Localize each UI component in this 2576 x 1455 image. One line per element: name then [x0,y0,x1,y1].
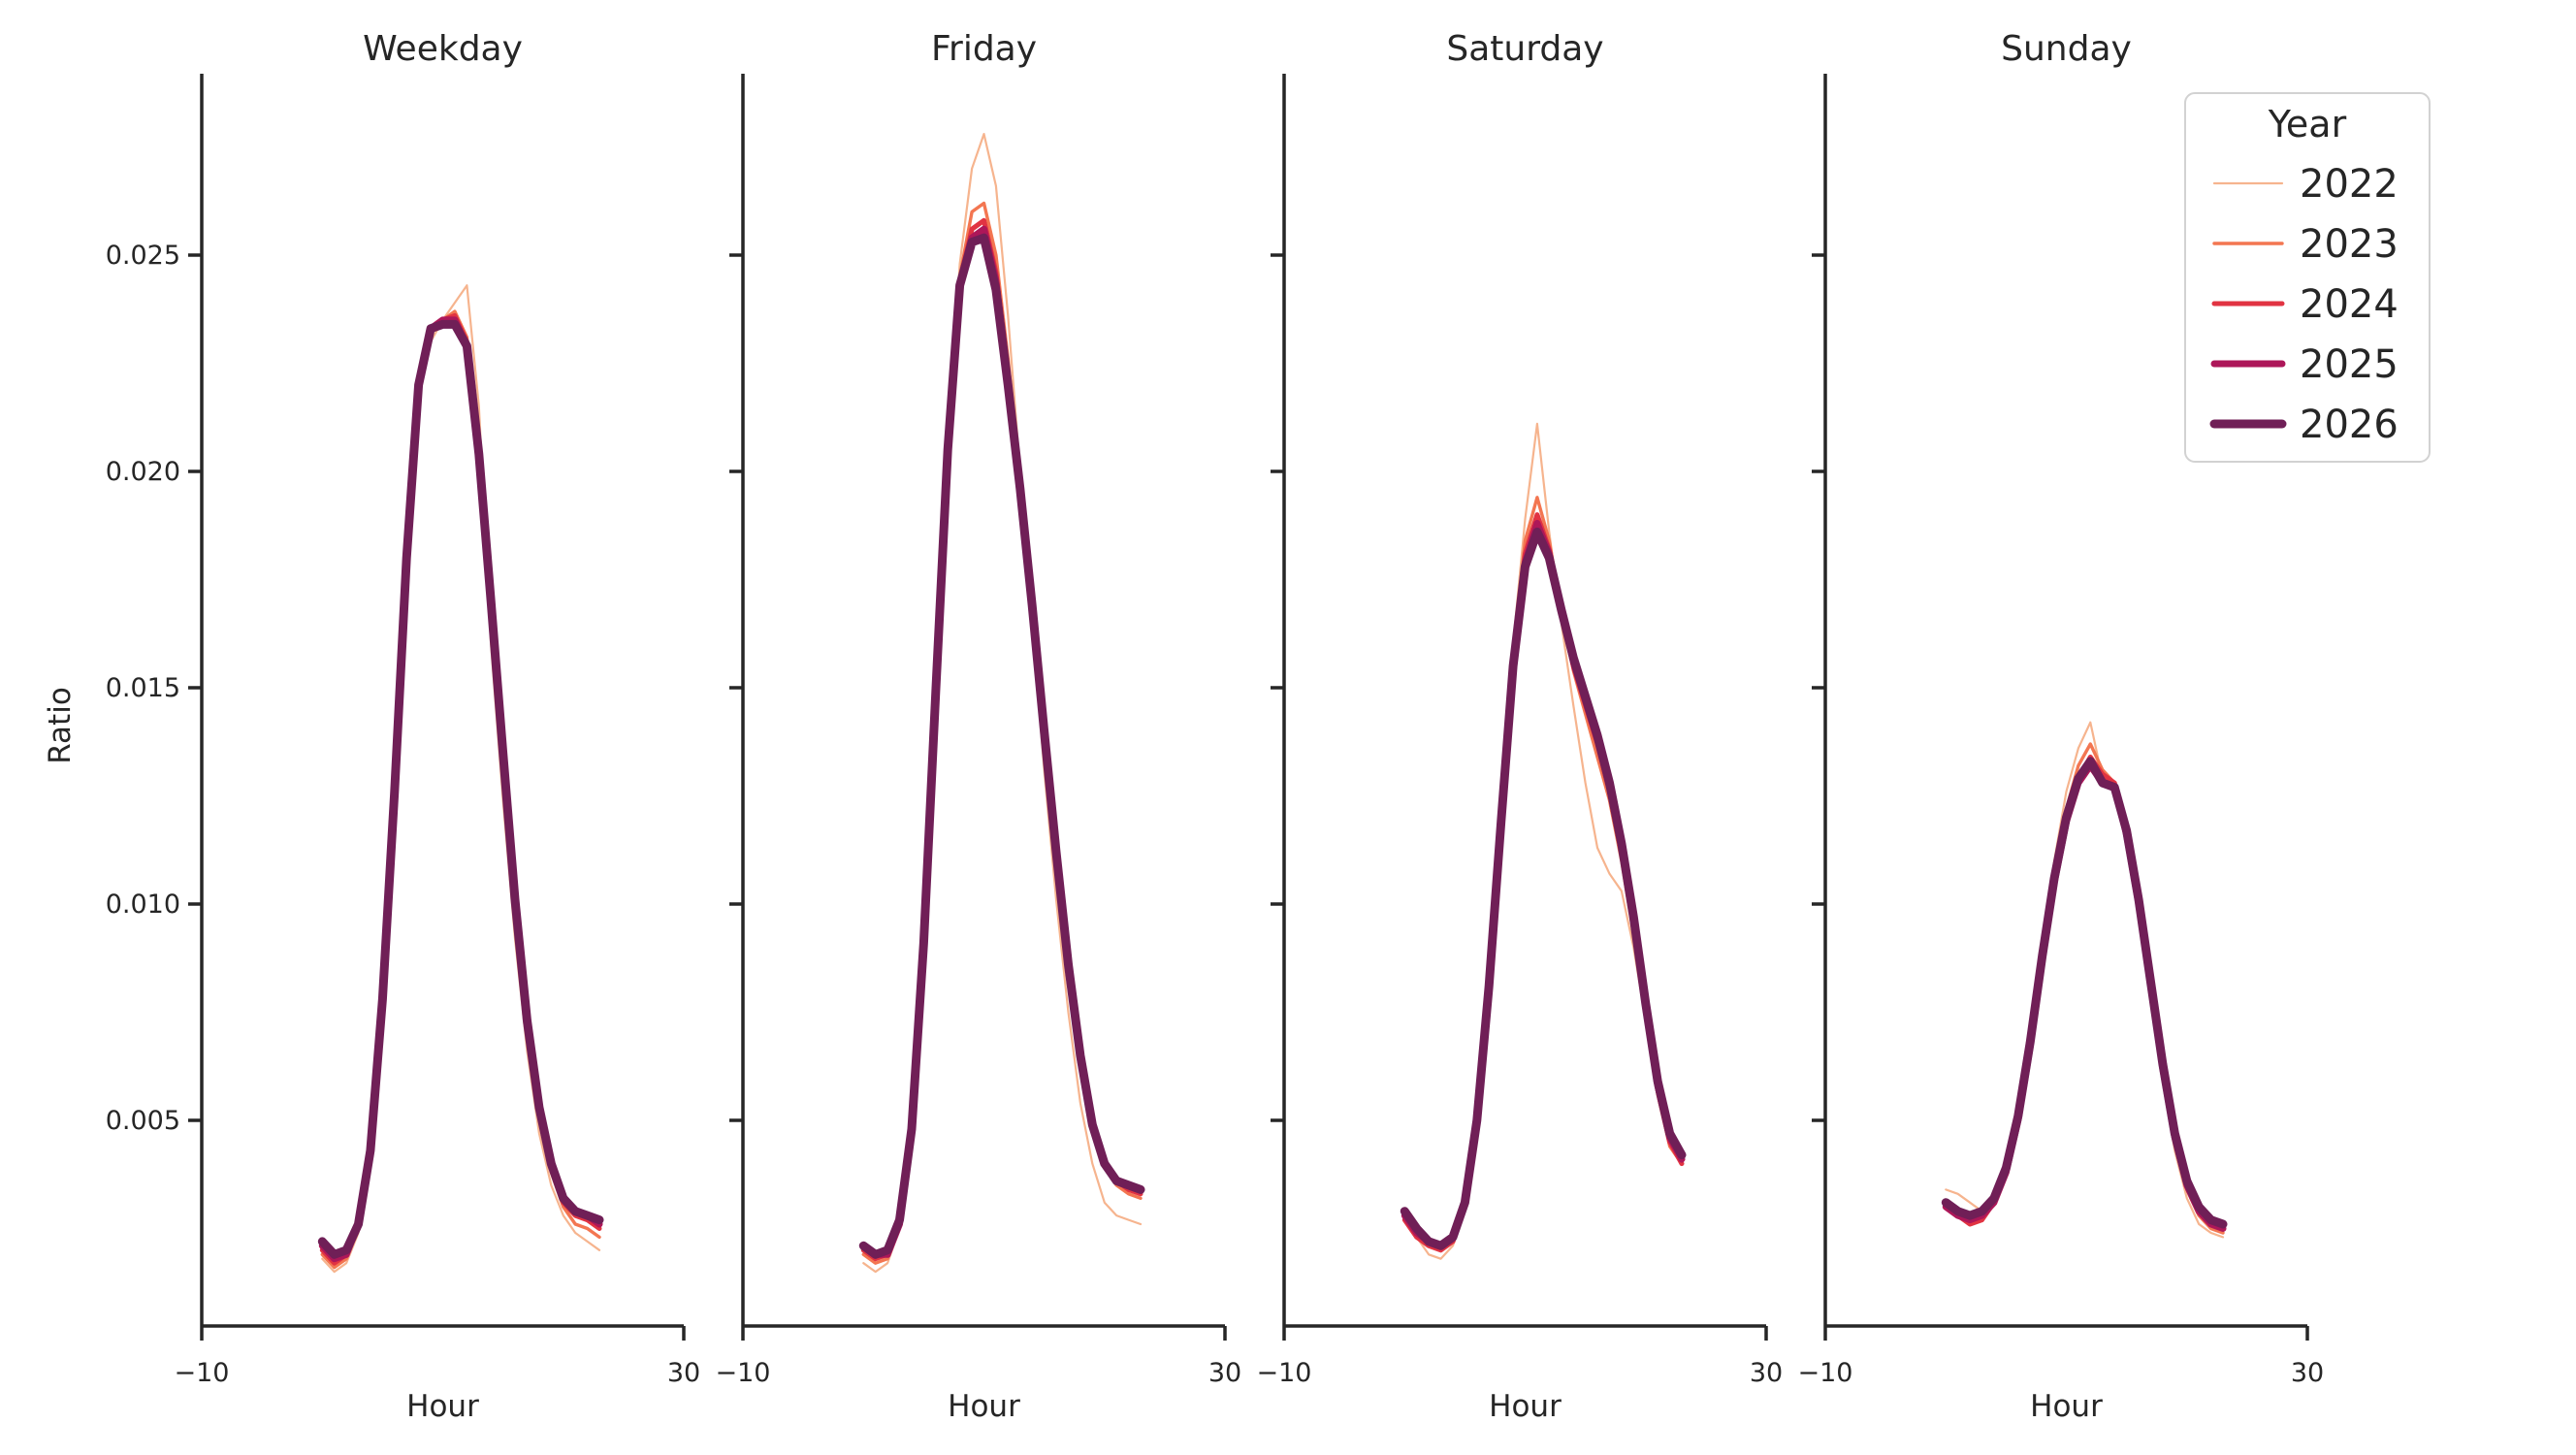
legend-label-2025: 2025 [2300,342,2399,387]
legend-label-2022: 2022 [2300,162,2399,207]
line-friday-2026 [858,233,1145,1259]
line-weekday-2026 [317,319,604,1259]
legend-box [2184,92,2431,463]
x-axis-label: Hour [406,1389,479,1424]
y-tick-label: 0.015 [106,673,180,703]
x-axis-label: Hour [2030,1389,2103,1424]
facet-friday: −10 30 Hour Friday [716,29,1242,1424]
line-weekday-2025 [318,316,603,1263]
line-saturday-2023 [1402,496,1684,1252]
line-saturday-2026 [1400,527,1687,1250]
facet-title-friday: Friday [931,29,1037,69]
x-axis-label: Hour [948,1389,1020,1424]
line-saturday-2024 [1401,512,1685,1253]
x-tick-label: −10 [1257,1358,1312,1388]
line-weekday-2023 [320,309,601,1270]
x-axis-label: Hour [1489,1389,1562,1424]
x-tick-label: −10 [175,1358,230,1388]
x-tick-label: −10 [716,1358,771,1388]
line-weekday-2024 [319,312,602,1266]
legend-label-2023: 2023 [2300,222,2399,267]
legend-label-2026: 2026 [2300,403,2399,447]
x-tick-label: 30 [2291,1358,2324,1388]
facet-weekday: 0.005 0.010 0.015 0.020 0.025 −10 30 Hour Weekda… [106,29,700,1424]
line-saturday-2025 [1401,520,1686,1249]
legend-label-2024: 2024 [2300,282,2399,327]
facet-sunday: −10 30 Hour Sunday [1798,29,2325,1424]
facet-title-sunday: Sunday [2001,29,2132,69]
y-tick-label: 0.025 [106,241,180,271]
legend-title: Year [2268,103,2347,146]
legend: Year 2022 2023 2024 2025 2026 [2184,92,2431,463]
facet-title-weekday: Weekday [363,29,523,69]
y-tick-label: 0.005 [106,1106,180,1136]
x-tick-label: 30 [1208,1358,1241,1388]
x-tick-label: −10 [1798,1358,1853,1388]
x-tick-label: 30 [1750,1358,1783,1388]
y-tick-label: 0.020 [106,457,180,487]
line-friday-2025 [859,225,1144,1258]
y-tick-label: 0.010 [106,889,180,920]
line-friday-2024 [860,217,1143,1262]
x-tick-label: 30 [667,1358,700,1388]
facet-title-saturday: Saturday [1446,29,1603,69]
facet-saturday: −10 30 Hour Saturday [1257,29,1784,1424]
line-weekday-2022 [321,284,601,1274]
y-axis-label: Ratio [43,687,78,764]
line-sunday-2026 [1941,757,2228,1229]
